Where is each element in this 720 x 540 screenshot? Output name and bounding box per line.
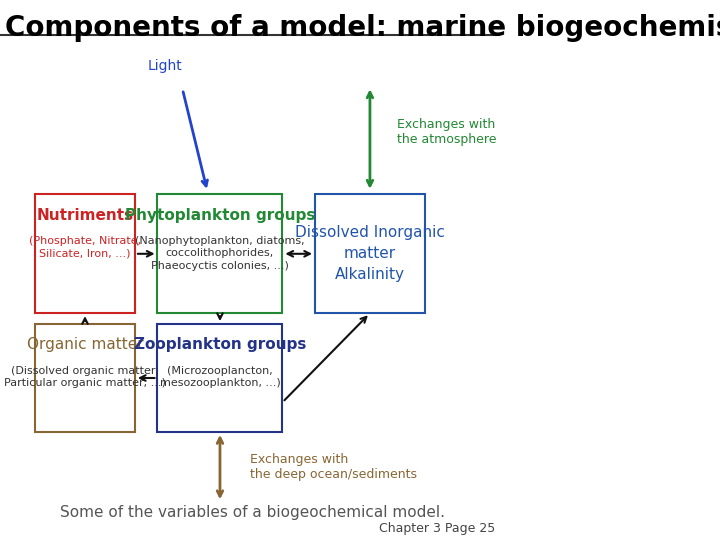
Text: Dissolved Inorganic
matter
Alkalinity: Dissolved Inorganic matter Alkalinity: [295, 225, 445, 282]
Text: Some of the variables of a biogeochemical model.: Some of the variables of a biogeochemica…: [60, 505, 445, 520]
Text: Exchanges with
the atmosphere: Exchanges with the atmosphere: [397, 118, 497, 146]
Text: (Phosphate, Nitrate,
Silicate, Iron, ...): (Phosphate, Nitrate, Silicate, Iron, ...…: [29, 236, 141, 258]
Text: Light: Light: [148, 59, 182, 73]
Text: Phytoplankton groups: Phytoplankton groups: [125, 208, 315, 223]
Text: Components of a model: marine biogeochemistry: Components of a model: marine biogeochem…: [5, 14, 720, 42]
FancyBboxPatch shape: [315, 194, 425, 313]
Text: Organic matter: Organic matter: [27, 338, 143, 353]
Text: Nutriments: Nutriments: [37, 208, 133, 223]
Text: (Dissolved organic matter,
Particular organic matter, ...): (Dissolved organic matter, Particular or…: [4, 366, 166, 388]
FancyBboxPatch shape: [35, 194, 135, 313]
Text: (Microzooplancton,
mesozooplankton, ...): (Microzooplancton, mesozooplankton, ...): [160, 366, 280, 388]
Text: Chapter 3 Page 25: Chapter 3 Page 25: [379, 522, 495, 535]
FancyBboxPatch shape: [158, 194, 282, 313]
Text: Zooplankton groups: Zooplankton groups: [134, 338, 306, 353]
Text: Exchanges with
the deep ocean/sediments: Exchanges with the deep ocean/sediments: [250, 453, 417, 481]
FancyBboxPatch shape: [35, 324, 135, 432]
Text: (Nanophytoplankton, diatoms,
coccolithophorides,
Phaeocyctis colonies, ...): (Nanophytoplankton, diatoms, coccolithop…: [135, 236, 305, 271]
FancyBboxPatch shape: [158, 324, 282, 432]
